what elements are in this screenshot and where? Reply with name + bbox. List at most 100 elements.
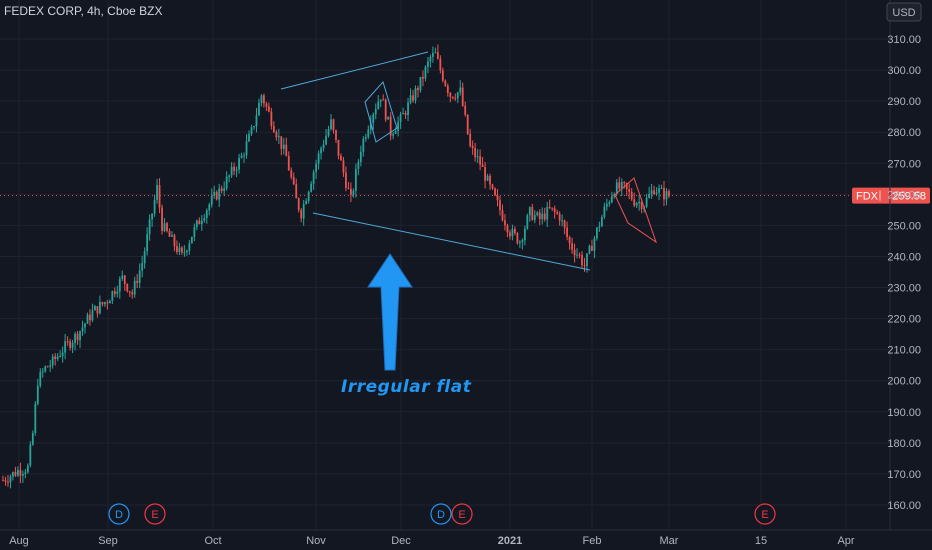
currency-button[interactable]: USD <box>886 2 922 22</box>
candle <box>489 173 491 190</box>
candle <box>327 125 330 138</box>
event-marker-label: E <box>458 509 465 521</box>
candle <box>71 339 74 354</box>
candle <box>387 116 390 120</box>
annotation-text[interactable]: Irregular flat <box>341 377 472 397</box>
candle <box>444 79 447 87</box>
candle <box>84 322 86 334</box>
candle <box>608 200 611 207</box>
candle <box>561 214 564 227</box>
candle <box>185 249 188 256</box>
earnings-marker[interactable]: E <box>451 503 473 525</box>
candle <box>350 182 352 202</box>
candle <box>518 240 521 248</box>
candle <box>181 246 183 256</box>
candle <box>91 303 94 323</box>
candle <box>451 96 454 100</box>
dividend-marker[interactable]: D <box>430 503 452 525</box>
candle <box>245 134 248 159</box>
candle <box>469 128 472 148</box>
candle <box>330 114 332 131</box>
candle <box>389 112 392 141</box>
candle <box>243 152 245 163</box>
candle <box>399 111 402 129</box>
candle <box>427 56 429 74</box>
candle <box>46 365 49 368</box>
trendline-lower[interactable] <box>312 212 591 271</box>
annotation-arrow[interactable] <box>367 253 413 371</box>
candle <box>429 54 432 68</box>
candle <box>364 133 367 142</box>
candle <box>272 121 275 133</box>
candle <box>171 231 173 237</box>
candle <box>563 219 566 235</box>
candle <box>660 184 663 190</box>
candle <box>2 475 4 482</box>
candle <box>69 338 71 351</box>
earnings-marker[interactable]: E <box>754 503 776 525</box>
candle <box>29 441 32 468</box>
candle <box>638 194 641 211</box>
candle <box>143 247 146 269</box>
candle <box>558 211 561 226</box>
candle <box>113 287 116 298</box>
candle <box>484 161 486 189</box>
earnings-marker[interactable]: E <box>144 503 166 525</box>
candle <box>436 44 439 60</box>
candle <box>665 187 668 206</box>
wave-channel-red[interactable] <box>614 177 657 244</box>
candle <box>494 187 496 197</box>
candle <box>635 201 638 209</box>
candle <box>118 276 121 299</box>
candle <box>663 180 665 207</box>
price-axis[interactable]: 160.00 170.00 180.00 190.00 200.00 210.00 220.… <box>887 0 921 530</box>
candle <box>108 299 111 304</box>
candle <box>367 125 370 140</box>
candle <box>297 197 300 213</box>
candle <box>650 183 653 199</box>
candle <box>61 346 64 363</box>
candle <box>603 202 606 219</box>
candle <box>598 221 601 232</box>
candle <box>384 98 387 122</box>
candle <box>19 462 22 484</box>
candle <box>556 209 559 215</box>
candle <box>543 207 546 222</box>
candle <box>220 185 223 194</box>
candle <box>382 94 385 101</box>
candle <box>474 142 477 162</box>
candle <box>409 88 412 105</box>
trendline-upper[interactable] <box>280 51 429 90</box>
candle <box>263 93 265 108</box>
candle <box>218 183 221 207</box>
wave-channel-blue[interactable] <box>364 81 398 143</box>
candle <box>541 207 544 225</box>
candle <box>213 185 216 199</box>
candle <box>12 471 14 481</box>
current-price-line: FDX 259.58 <box>0 187 930 204</box>
price-tick-label: 240.00 <box>887 251 921 263</box>
candle <box>265 101 268 112</box>
candle <box>24 469 27 479</box>
candle <box>315 159 318 180</box>
candle <box>414 85 417 104</box>
candle <box>101 301 104 307</box>
candle <box>178 242 181 256</box>
candle <box>481 156 484 167</box>
price-label-symbol: FDX <box>856 191 879 203</box>
candle <box>225 171 228 191</box>
candle <box>581 251 583 269</box>
time-axis[interactable]: Aug Sep Oct Nov Dec 2021 Feb Mar 15 Apr <box>0 529 932 547</box>
candle <box>255 107 258 133</box>
candle <box>521 238 524 250</box>
candle <box>44 365 47 373</box>
price-tick-label: 310.00 <box>887 34 921 46</box>
dividend-marker[interactable]: D <box>108 503 130 525</box>
candle <box>253 125 255 131</box>
candle <box>173 233 176 252</box>
candle <box>250 124 253 136</box>
candle <box>295 178 298 199</box>
candle <box>593 235 596 259</box>
candle <box>223 181 226 196</box>
